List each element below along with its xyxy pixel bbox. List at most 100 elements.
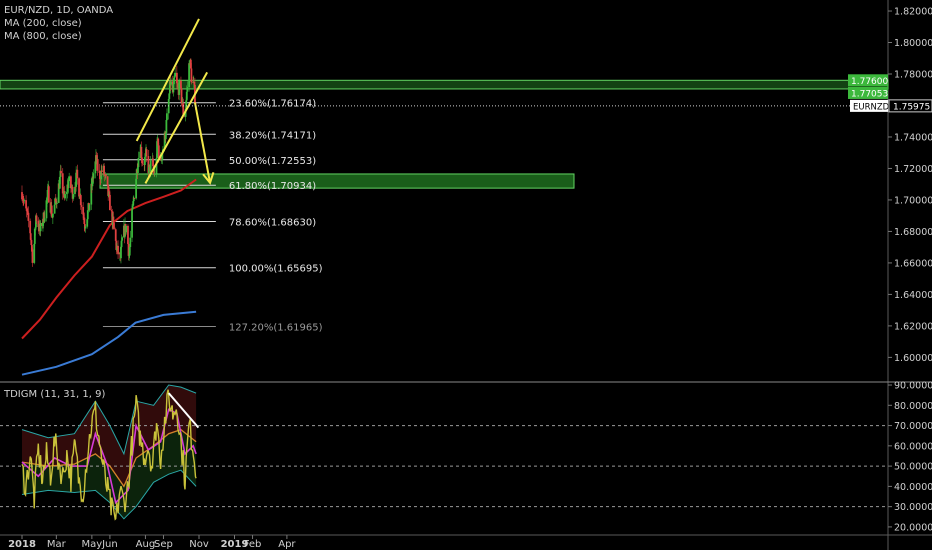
candle-body bbox=[145, 149, 148, 157]
divergence-line bbox=[167, 392, 200, 429]
candle-body bbox=[131, 205, 134, 210]
candle-body bbox=[180, 88, 183, 103]
candle-body bbox=[66, 184, 69, 192]
fib-level-label: 100.00%(1.65695) bbox=[229, 264, 323, 275]
candle-body bbox=[70, 176, 72, 189]
candle-body bbox=[181, 102, 184, 104]
projection-arrow-head bbox=[202, 172, 215, 185]
candle-body bbox=[139, 151, 142, 159]
candle-body bbox=[121, 237, 124, 241]
fib-level-label: 23.60%(1.76174) bbox=[229, 99, 316, 110]
candle-body bbox=[68, 176, 71, 182]
candle-body bbox=[170, 81, 172, 85]
candle-body bbox=[153, 173, 156, 175]
candle-body bbox=[137, 158, 140, 168]
candle-body bbox=[153, 169, 156, 175]
candle-body bbox=[115, 240, 118, 250]
chart-legend: EUR/NZD, 1D, OANDA MA (200, close) MA (8… bbox=[4, 4, 113, 43]
candle-body bbox=[53, 204, 56, 214]
symbol-title: EUR/NZD, 1D, OANDA bbox=[4, 5, 114, 16]
indicator-tick-label: 60.0000 bbox=[894, 441, 932, 452]
candle-body bbox=[57, 183, 60, 203]
candle-body bbox=[172, 84, 175, 93]
candle-body bbox=[21, 192, 23, 200]
candle-body bbox=[127, 225, 129, 244]
zone-price-tag-2-label: 1.77053 bbox=[851, 89, 888, 99]
price-tick-label: 1.68000 bbox=[894, 227, 932, 238]
candle-body bbox=[115, 248, 118, 250]
resistance-zone bbox=[0, 79, 889, 90]
candle-body bbox=[74, 186, 76, 195]
candle-body bbox=[75, 172, 78, 187]
candle-body bbox=[46, 197, 48, 201]
candle-body bbox=[54, 198, 57, 205]
candle-body bbox=[168, 93, 171, 100]
current-price-tag bbox=[888, 99, 932, 113]
symbol-tag bbox=[850, 99, 888, 112]
candle-body bbox=[43, 212, 46, 222]
candle-body bbox=[112, 216, 115, 223]
candle-body bbox=[133, 198, 136, 199]
candle-body bbox=[30, 245, 33, 250]
price-tick-label: 1.70000 bbox=[894, 195, 932, 206]
candle-body bbox=[132, 201, 135, 206]
price-tick-label: 1.78000 bbox=[894, 69, 932, 80]
fib-level-label: 61.80%(1.70934) bbox=[229, 181, 316, 192]
candle-body bbox=[25, 208, 28, 211]
candle-body bbox=[100, 170, 103, 172]
time-tick-label: Nov bbox=[189, 539, 209, 550]
candle-body bbox=[178, 80, 181, 95]
candle-body bbox=[65, 191, 68, 195]
candle-body bbox=[56, 202, 58, 204]
candle-body bbox=[51, 213, 54, 218]
indicator-tick-label: 30.0000 bbox=[894, 502, 932, 513]
candle-body bbox=[74, 186, 77, 188]
candle-body bbox=[29, 233, 32, 241]
time-tick-label: 2018 bbox=[8, 539, 36, 550]
candle-body bbox=[173, 77, 175, 85]
time-tick-label: Aug bbox=[136, 539, 156, 550]
candle-body bbox=[186, 87, 189, 92]
candle-body bbox=[26, 210, 29, 212]
candle-body bbox=[188, 63, 190, 88]
candle-body bbox=[26, 211, 29, 213]
fib-level-label: 50.00%(1.72553) bbox=[229, 156, 316, 167]
candle-body bbox=[86, 219, 89, 227]
candle-body bbox=[91, 176, 94, 187]
projection-arrow-shaft bbox=[193, 102, 212, 183]
indicator-tick-label: 90.0000 bbox=[894, 381, 932, 392]
candle-body bbox=[148, 167, 150, 174]
candle-body bbox=[61, 173, 64, 194]
candle-body bbox=[128, 255, 131, 257]
candle-body bbox=[143, 157, 146, 166]
candle-body bbox=[39, 222, 42, 232]
time-tick-label: Feb bbox=[244, 539, 262, 550]
candle-body bbox=[108, 192, 111, 195]
fib-level-label: 127.20%(1.61965) bbox=[229, 322, 323, 333]
candle-body bbox=[42, 222, 44, 226]
candle-body bbox=[131, 209, 133, 238]
candle-body bbox=[54, 198, 57, 202]
ma200-line bbox=[21, 178, 197, 340]
candle-body bbox=[144, 153, 147, 158]
time-tick-label: May bbox=[82, 539, 103, 550]
candle-body bbox=[50, 205, 53, 217]
candle-body bbox=[161, 153, 164, 160]
cut-off-fib-label: 1.8000 bbox=[660, 0, 693, 1]
candle-body bbox=[71, 186, 74, 199]
fib-level-label: 38.20%(1.74171) bbox=[229, 130, 316, 141]
candle-body bbox=[82, 214, 85, 219]
candle-body bbox=[33, 243, 36, 263]
candle-body bbox=[64, 194, 66, 199]
candle-body bbox=[98, 170, 101, 173]
candle-body bbox=[173, 76, 176, 78]
candle-body bbox=[47, 186, 50, 203]
candle-body bbox=[37, 221, 40, 228]
price-tick-label: 1.82000 bbox=[894, 7, 932, 18]
candle-body bbox=[80, 205, 83, 207]
candle-body bbox=[22, 200, 25, 202]
ma800-line bbox=[21, 310, 197, 376]
indicator-band-upper bbox=[21, 384, 197, 456]
indicator-tick-label: 40.0000 bbox=[894, 482, 932, 493]
